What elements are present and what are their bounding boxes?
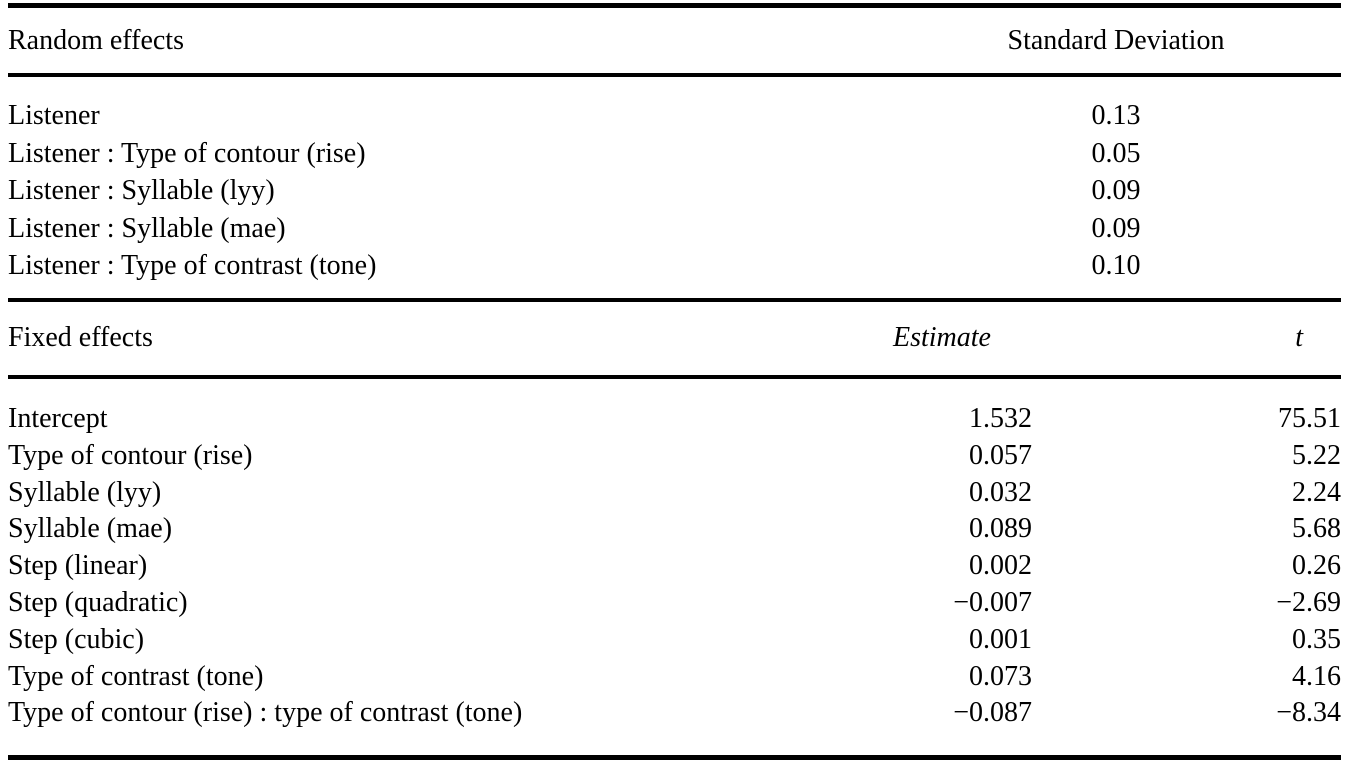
fixed-effect-label: Type of contrast (tone) — [8, 660, 264, 692]
random-effect-row: Listener : Type of contrast (tone) 0.10 — [8, 247, 1341, 285]
fixed-effect-estimate-value: 0.089 — [969, 513, 1032, 545]
random-effect-row: Listener 0.13 — [8, 97, 1341, 135]
fixed-effect-row: Type of contour (rise) : type of contras… — [8, 695, 1341, 732]
fixed-effect-t-value: −2.69 — [1276, 586, 1341, 618]
random-effect-row: Listener : Syllable (lyy) 0.09 — [8, 172, 1341, 210]
random-effect-label: Listener : Syllable (mae) — [8, 212, 286, 244]
fixed-effects-rows: Intercept 1.532 75.51 Type of contour (r… — [8, 379, 1341, 755]
t-column-heading: t — [1295, 322, 1303, 354]
fixed-effects-heading: Fixed effects — [8, 322, 153, 354]
fixed-effect-estimate-value: 1.532 — [969, 402, 1032, 434]
fixed-effect-estimate-value: −0.087 — [953, 697, 1032, 729]
fixed-effect-label: Syllable (lyy) — [8, 476, 162, 508]
random-effects-heading: Random effects — [8, 24, 184, 56]
random-effect-label: Listener — [8, 100, 100, 131]
fixed-effect-row: Step (linear) 0.002 0.26 — [8, 548, 1341, 585]
fixed-effect-t-value: 5.68 — [1292, 513, 1341, 545]
random-effect-row: Listener : Syllable (mae) 0.09 — [8, 210, 1341, 248]
fixed-effect-label: Syllable (mae) — [8, 513, 173, 545]
random-header-rule — [8, 73, 1341, 77]
fixed-effect-t-value: 0.26 — [1292, 550, 1341, 582]
random-effects-header-row: Random effects Standard Deviation — [8, 8, 1341, 73]
fixed-effect-estimate-value: 0.001 — [969, 623, 1032, 655]
random-effect-sd-value: 0.09 — [1091, 175, 1141, 207]
table-top-rule — [8, 3, 1341, 8]
random-effect-sd-value: 0.09 — [1091, 212, 1141, 244]
random-effects-rows: Listener 0.13 Listener : Type of contour… — [8, 77, 1341, 298]
fixed-effect-row: Syllable (lyy) 0.032 2.24 — [8, 475, 1341, 512]
fixed-effect-t-value: 2.24 — [1292, 476, 1341, 508]
fixed-effect-row: Intercept 1.532 75.51 — [8, 401, 1341, 438]
random-effect-label: Listener : Type of contrast (tone) — [8, 250, 377, 282]
fixed-effect-row: Type of contrast (tone) 0.073 4.16 — [8, 659, 1341, 696]
fixed-effect-estimate-value: 0.057 — [969, 439, 1032, 471]
fixed-effect-estimate-value: 0.032 — [969, 476, 1032, 508]
table-bottom-rule — [8, 755, 1341, 761]
fixed-effects-header-row: Fixed effects Estimate t — [8, 302, 1341, 375]
random-effect-label: Listener : Type of contour (rise) — [8, 137, 366, 169]
section-divider-rule — [8, 297, 1341, 302]
fixed-effect-t-value: 4.16 — [1292, 660, 1341, 692]
random-effect-sd-value: 0.05 — [1091, 137, 1141, 169]
fixed-effect-label: Step (cubic) — [8, 623, 145, 655]
random-effect-sd-value: 0.10 — [1091, 250, 1141, 282]
fixed-effect-estimate-value: −0.007 — [953, 586, 1032, 618]
fixed-header-rule — [8, 374, 1341, 379]
fixed-effect-label: Type of contour (rise) — [8, 439, 253, 471]
standard-deviation-heading: Standard Deviation — [1007, 24, 1225, 56]
fixed-effect-label: Step (quadratic) — [8, 586, 188, 618]
fixed-effect-row: Step (quadratic) −0.007 −2.69 — [8, 585, 1341, 622]
random-effect-row: Listener : Type of contour (rise) 0.05 — [8, 135, 1341, 173]
fixed-effect-row: Syllable (mae) 0.089 5.68 — [8, 511, 1341, 548]
fixed-effect-estimate-value: 0.002 — [969, 550, 1032, 582]
fixed-effect-label: Type of contour (rise) : type of contras… — [8, 697, 523, 729]
estimate-column-heading: Estimate — [893, 322, 991, 354]
fixed-effect-t-value: 0.35 — [1292, 623, 1341, 655]
fixed-effect-row: Type of contour (rise) 0.057 5.22 — [8, 438, 1341, 475]
fixed-effect-label: Intercept — [8, 402, 108, 434]
fixed-effect-t-value: −8.34 — [1276, 697, 1341, 729]
fixed-effect-row: Step (cubic) 0.001 0.35 — [8, 622, 1341, 659]
fixed-effect-t-value: 75.51 — [1278, 402, 1341, 434]
fixed-effect-t-value: 5.22 — [1292, 439, 1341, 471]
random-effect-label: Listener : Syllable (lyy) — [8, 175, 275, 207]
random-effect-sd-value: 0.13 — [1091, 100, 1141, 131]
fixed-effect-estimate-value: 0.073 — [969, 660, 1032, 692]
fixed-effect-label: Step (linear) — [8, 550, 148, 582]
